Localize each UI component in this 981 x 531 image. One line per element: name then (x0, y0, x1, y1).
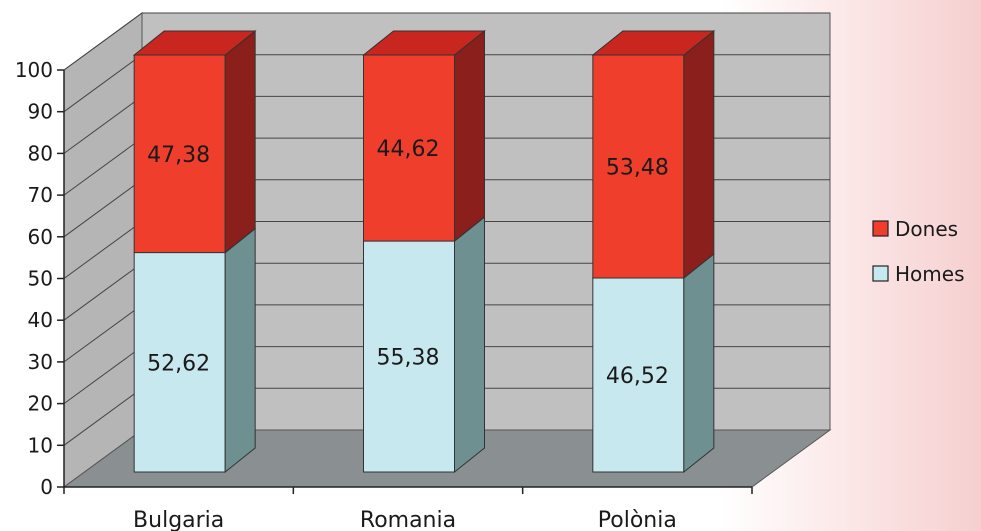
y-tick-label: 20 (28, 392, 53, 416)
category-label: Romania (360, 508, 456, 531)
bar-segment-dones: 44,62 (364, 31, 485, 241)
bar-side (684, 31, 714, 278)
legend-swatch (873, 266, 888, 281)
y-tick-label: 10 (28, 433, 53, 457)
category-label: Bulgaria (133, 508, 224, 531)
bar-side (225, 31, 255, 253)
y-tick-label: 30 (28, 350, 53, 374)
bar-segment-homes: 52,62 (134, 229, 255, 472)
legend-label: Dones (895, 217, 958, 241)
data-label: 46,52 (606, 364, 669, 389)
bar-side (455, 217, 485, 472)
y-tick-label: 80 (28, 141, 53, 165)
y-tick-label: 60 (28, 225, 53, 249)
bar-segment-homes: 46,52 (593, 254, 714, 472)
bar-side (455, 31, 485, 241)
data-label: 47,38 (147, 143, 210, 168)
y-tick-label: 40 (28, 308, 53, 332)
y-tick-label: 90 (28, 100, 53, 124)
data-label: 53,48 (606, 156, 669, 181)
bar-side (684, 254, 714, 472)
data-label: 52,62 (147, 351, 210, 376)
legend-label: Homes (895, 262, 964, 286)
legend-item-dones: Dones (873, 217, 958, 241)
y-tick-label: 70 (28, 183, 53, 207)
y-tick-label: 0 (40, 475, 53, 499)
category-label: Polònia (598, 508, 677, 531)
data-label: 44,62 (377, 137, 440, 162)
legend-swatch (873, 221, 888, 236)
data-label: 55,38 (377, 346, 440, 371)
y-tick-label: 50 (28, 267, 53, 291)
bar-segment-homes: 55,38 (364, 217, 485, 472)
bar-segment-dones: 47,38 (134, 31, 255, 253)
legend: Dones Homes (873, 217, 964, 286)
bar-side (225, 229, 255, 472)
y-tick-label: 100 (15, 58, 53, 82)
bars: 52,62 47,38 55,38 44,62 46,52 53,48 (134, 31, 714, 472)
legend-item-homes: Homes (873, 262, 964, 286)
bar-segment-dones: 53,48 (593, 31, 714, 278)
